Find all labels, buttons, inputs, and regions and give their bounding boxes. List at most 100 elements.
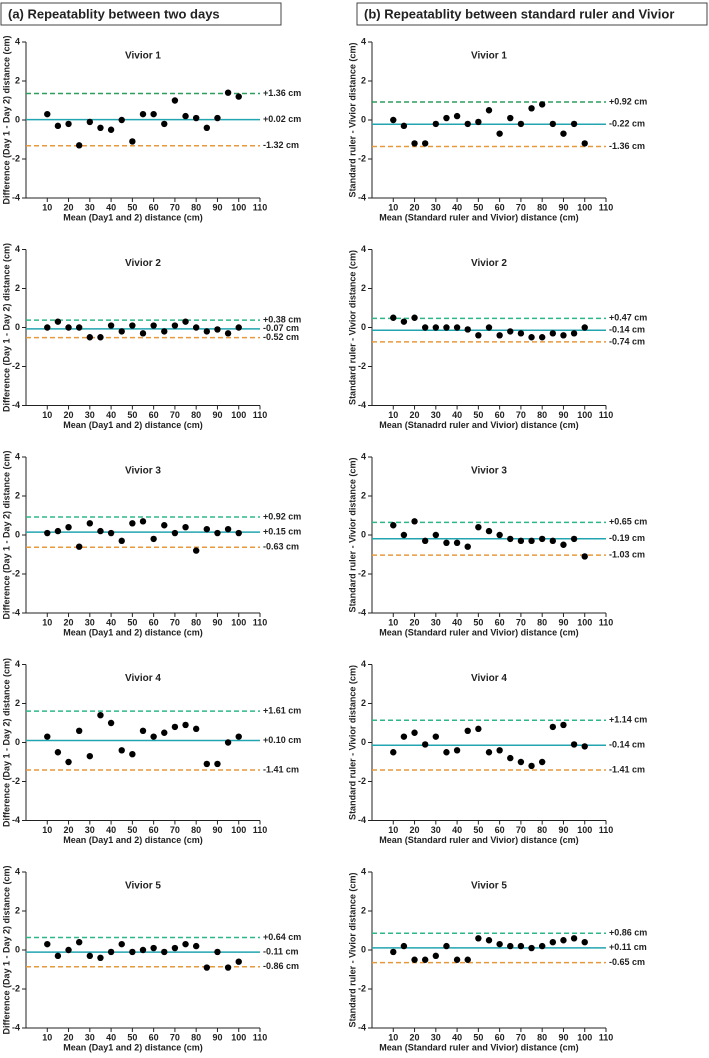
point <box>54 122 62 130</box>
x-tick-label: 40 <box>452 410 462 420</box>
point <box>150 535 157 543</box>
x-tick-label: 40 <box>452 202 462 212</box>
column-header-box <box>0 2 282 26</box>
y-axis-label: Standard ruler - Vivior distance (cm) <box>347 43 357 198</box>
point <box>390 749 397 756</box>
x-axis-label: Mean (Standard ruler and Vivior) distanc… <box>379 835 578 845</box>
x-tick-label: 110 <box>253 202 268 212</box>
point <box>129 322 136 329</box>
x-tick-label: 30 <box>431 410 441 420</box>
point <box>139 330 147 337</box>
reference-label: -0.14 cm <box>609 740 645 750</box>
point <box>475 524 482 531</box>
point <box>171 322 179 329</box>
point <box>411 956 418 963</box>
x-tick-label: 20 <box>64 617 74 627</box>
point <box>390 314 397 321</box>
chart-title: Vivior 2 <box>125 258 161 269</box>
point <box>107 529 115 537</box>
y-axis-label: Standard ruler - Vivior distance (cm) <box>347 665 357 820</box>
point <box>203 760 211 768</box>
point <box>44 940 51 948</box>
x-tick-label: 70 <box>516 825 526 835</box>
x-tick-label: 80 <box>191 1032 201 1042</box>
point <box>475 332 482 339</box>
point <box>453 747 461 754</box>
x-axis-label: Mean (Day1 and 2) distance (cm) <box>63 1042 203 1052</box>
point <box>44 733 51 740</box>
x-tick-label: 40 <box>106 410 116 420</box>
point <box>475 725 482 733</box>
x-tick-label: 10 <box>388 1032 398 1042</box>
point <box>432 324 440 331</box>
x-tick-label: 100 <box>577 410 592 420</box>
x-tick-label: 10 <box>42 410 52 420</box>
x-tick-label: 70 <box>516 617 526 627</box>
chart-title: Vivior 4 <box>125 673 161 684</box>
point <box>235 733 242 740</box>
y-tick-label: 4 <box>15 659 20 669</box>
x-tick-label: 20 <box>64 410 74 420</box>
point <box>570 330 578 337</box>
x-tick-label: 70 <box>170 1032 180 1042</box>
x-tick-label: 80 <box>191 617 201 627</box>
x-tick-label: 80 <box>537 825 547 835</box>
point <box>214 529 221 537</box>
point <box>400 733 408 740</box>
x-tick-label: 70 <box>516 1032 526 1042</box>
point <box>44 110 51 118</box>
point <box>129 520 136 527</box>
x-tick-label: 40 <box>106 1032 116 1042</box>
y-tick-label: 0 <box>361 114 366 124</box>
reference-label: -0.74 cm <box>609 336 645 346</box>
point <box>432 120 440 128</box>
point <box>224 739 232 746</box>
x-axis-label: Mean (Day1 and 2) distance (cm) <box>63 212 203 222</box>
point <box>150 322 157 329</box>
x-tick-label: 70 <box>170 825 180 835</box>
reference-label: +0.10 cm <box>263 735 301 745</box>
x-tick-label: 90 <box>558 410 568 420</box>
reference-label: +0.65 cm <box>609 517 647 527</box>
point <box>528 944 535 952</box>
point <box>496 747 503 754</box>
point <box>421 956 429 963</box>
point <box>528 334 535 341</box>
x-axis-label: Mean (Day1 and 2) distance (cm) <box>63 835 203 845</box>
x-tick-label: 40 <box>106 202 116 212</box>
point <box>390 116 397 124</box>
reference-label: +0.64 cm <box>263 932 301 942</box>
point <box>150 944 157 952</box>
point <box>517 537 525 545</box>
point <box>453 539 461 546</box>
x-tick-label: 10 <box>42 825 52 835</box>
x-tick-label: 40 <box>452 1032 462 1042</box>
reference-label: -1.36 cm <box>609 141 645 151</box>
point <box>75 324 83 331</box>
y-tick-label: 4 <box>361 244 366 254</box>
y-tick-label: -2 <box>12 153 20 163</box>
point <box>54 527 62 535</box>
reference-label: -0.52 cm <box>263 332 299 342</box>
x-tick-label: 10 <box>388 825 398 835</box>
point <box>161 948 168 956</box>
point <box>517 330 525 337</box>
point <box>86 952 94 960</box>
x-tick-label: 100 <box>577 825 592 835</box>
point <box>411 314 418 321</box>
point <box>411 518 418 525</box>
reference-label: +1.36 cm <box>263 88 301 98</box>
point <box>214 326 221 333</box>
reference-label: -1.41 cm <box>263 764 299 774</box>
point <box>75 939 83 946</box>
point <box>54 749 62 756</box>
x-axis-label: Mean (Day1 and 2) distance (cm) <box>63 420 203 430</box>
reference-label: -1.32 cm <box>263 140 299 150</box>
y-tick-label: -4 <box>358 400 366 410</box>
reference-label: -1.41 cm <box>609 764 645 774</box>
reference-label: +1.14 cm <box>609 715 647 725</box>
x-tick-label: 80 <box>537 1032 547 1042</box>
y-tick-label: -4 <box>358 815 366 825</box>
x-tick-label: 20 <box>64 1032 74 1042</box>
x-tick-label: 10 <box>388 202 398 212</box>
